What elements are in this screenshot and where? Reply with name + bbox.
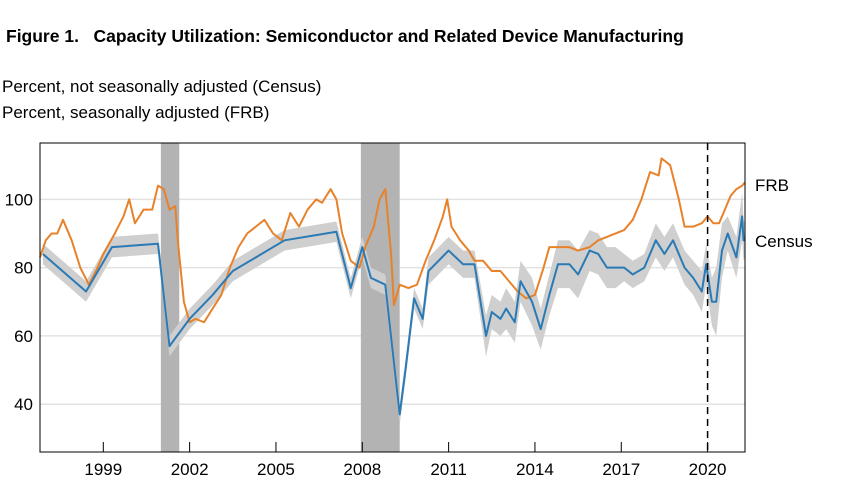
census-confidence-band: [42, 192, 745, 425]
x-tick-label: 2002: [171, 460, 209, 479]
y-tick-label: 80: [14, 259, 33, 278]
y-label-frb: Percent, seasonally adjusted (FRB): [2, 103, 270, 122]
x-tick-label: 1999: [84, 460, 122, 479]
plot-frame: [39, 142, 746, 453]
x-tick-label: 2014: [516, 460, 554, 479]
y-tick-label: 60: [14, 327, 33, 346]
y-tick-label: 40: [14, 395, 33, 414]
x-tick-label: 2008: [343, 460, 381, 479]
x-tick-label: 2005: [257, 460, 295, 479]
x-tick-label: 2011: [430, 460, 467, 479]
chart-title: Figure 1. Capacity Utilization: Semicond…: [6, 26, 684, 46]
series-line-frb: [39, 157, 746, 324]
x-tick-label: 2020: [689, 460, 727, 479]
x-tick-label: 2017: [602, 460, 640, 479]
recession-shading: [160, 143, 180, 452]
series-label-census: Census: [755, 232, 813, 251]
y-tick-label: 100: [5, 190, 33, 209]
series-line-census: [42, 215, 745, 416]
y-label-census: Percent, not seasonally adjusted (Census…: [2, 77, 322, 96]
series-label-frb: FRB: [755, 176, 789, 195]
